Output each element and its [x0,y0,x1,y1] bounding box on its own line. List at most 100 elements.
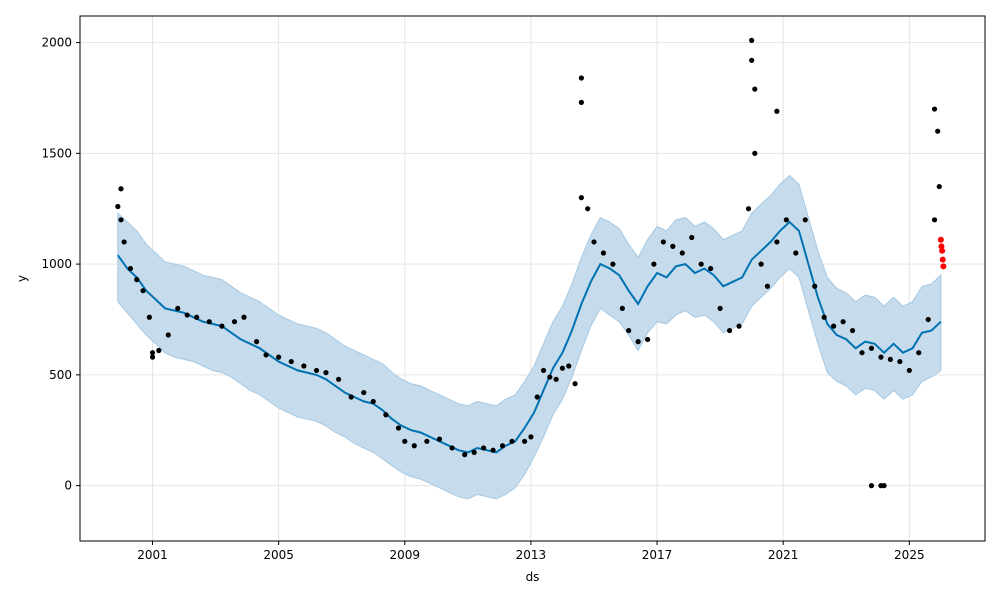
observed-point [578,75,584,81]
highlight-point [939,256,946,263]
observed-point [288,358,294,365]
plot-frame [79,15,986,542]
observed-point [679,250,685,256]
y-axis-ticks: 0 500 1000 1500 2000 [41,36,80,493]
x-tick-label: 2005 [263,548,294,562]
observed-point [764,283,771,289]
observed-point [752,150,758,156]
observed-point [758,261,764,267]
observed-point [626,327,632,334]
forecast-line [116,220,942,454]
observed-point [859,350,865,356]
observed-point [402,438,408,444]
observed-point [831,323,837,329]
observed-point [165,332,171,338]
observed-point [726,327,733,334]
observed-point [578,99,584,105]
y-tick-label: 1500 [41,146,72,160]
observed-point [821,314,827,320]
observed-point [206,319,212,325]
observed-point [383,412,389,418]
observed-point [802,217,808,223]
observed-point [783,217,789,223]
y-tick-label: 500 [49,368,72,382]
x-tick-label: 2025 [894,548,925,562]
observed-point [361,389,367,396]
observed-point [323,370,329,376]
observed-point [118,217,124,223]
observed-point [547,374,553,380]
observed-point [149,354,156,360]
observed-point [936,183,942,190]
observed-point [231,319,238,325]
observed-point [651,261,657,267]
observed-point [370,398,376,405]
observed-point [534,394,540,400]
observed-point [591,239,597,245]
observed-point [241,314,247,320]
observed-point [849,327,856,334]
observed-point [881,483,887,489]
observed-point [462,452,468,458]
uncertainty-interval [117,174,942,500]
observed-point [925,316,931,323]
observed-point [774,108,780,114]
observed-point [585,206,591,212]
observed-point [698,261,704,267]
observed-point [276,354,282,360]
observed-point [219,323,225,329]
observed-point [868,345,875,351]
observed-point [175,305,181,312]
observed-point [812,283,818,289]
observed-point [301,363,307,369]
observed-point [935,128,941,134]
observed-point [745,206,752,212]
observed-point [670,243,676,249]
observed-point [887,356,894,362]
observed-point [313,367,320,374]
observed-point [522,438,528,444]
observed-point [194,314,200,320]
observed-point [906,367,912,374]
observed-point [146,314,152,320]
y-axis-label: y [15,275,29,282]
highlight-point [939,247,946,254]
observed-point [127,265,134,272]
observed-point [635,339,641,345]
x-tick-label: 2017 [642,548,673,562]
observed-point [774,239,780,245]
observed-point [660,239,666,245]
observed-point [916,350,922,356]
observed-points [115,37,942,489]
observed-point [708,265,714,272]
observed-point [253,339,260,345]
observed-point [118,186,124,192]
observed-point [528,434,534,440]
observed-point [490,447,496,453]
observed-point [509,438,515,444]
observed-point [931,217,938,223]
observed-point [121,239,127,245]
observed-point [134,277,140,283]
observed-point [689,234,695,241]
observed-point [156,347,162,354]
y-tick-label: 0 [64,479,72,493]
observed-point [395,425,402,431]
observed-point [263,352,269,358]
observed-point [749,57,755,63]
observed-point [436,436,443,442]
highlight-point [940,263,947,270]
observed-point [749,37,755,43]
observed-point [140,288,146,294]
observed-point [348,394,354,400]
observed-point [752,86,758,92]
observed-point [793,250,799,256]
highlight-points [937,236,947,270]
observed-point [411,443,417,449]
observed-point [878,354,884,360]
observed-point [600,250,607,256]
observed-point [610,261,616,267]
observed-point [572,381,578,387]
observed-point [424,438,430,444]
